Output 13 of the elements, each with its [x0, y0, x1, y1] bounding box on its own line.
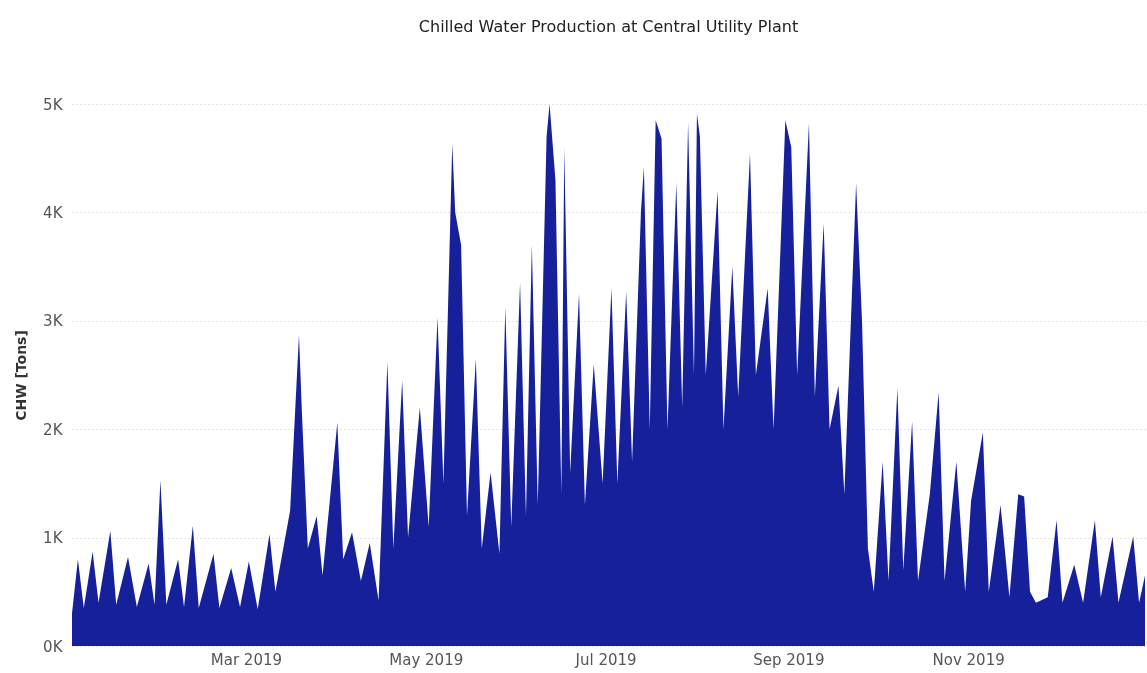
- y-axis-title: CHW [Tons]: [13, 330, 30, 421]
- x-tick-label: Mar 2019: [210, 650, 283, 669]
- y-tick-label: 1K: [43, 529, 64, 548]
- x-tick-label: May 2019: [389, 650, 464, 669]
- x-tick-label: Jul 2019: [574, 650, 637, 669]
- y-tick-label: 2K: [43, 420, 64, 439]
- x-tick-label: Nov 2019: [932, 650, 1005, 669]
- x-tick-label: Sep 2019: [753, 650, 825, 669]
- y-tick-label: 4K: [43, 203, 64, 222]
- chart-title: Chilled Water Production at Central Utility Plant: [418, 17, 799, 36]
- y-tick-label: 3K: [43, 312, 64, 331]
- y-tick-label: 0K: [43, 637, 64, 656]
- y-tick-label: 5K: [43, 95, 64, 114]
